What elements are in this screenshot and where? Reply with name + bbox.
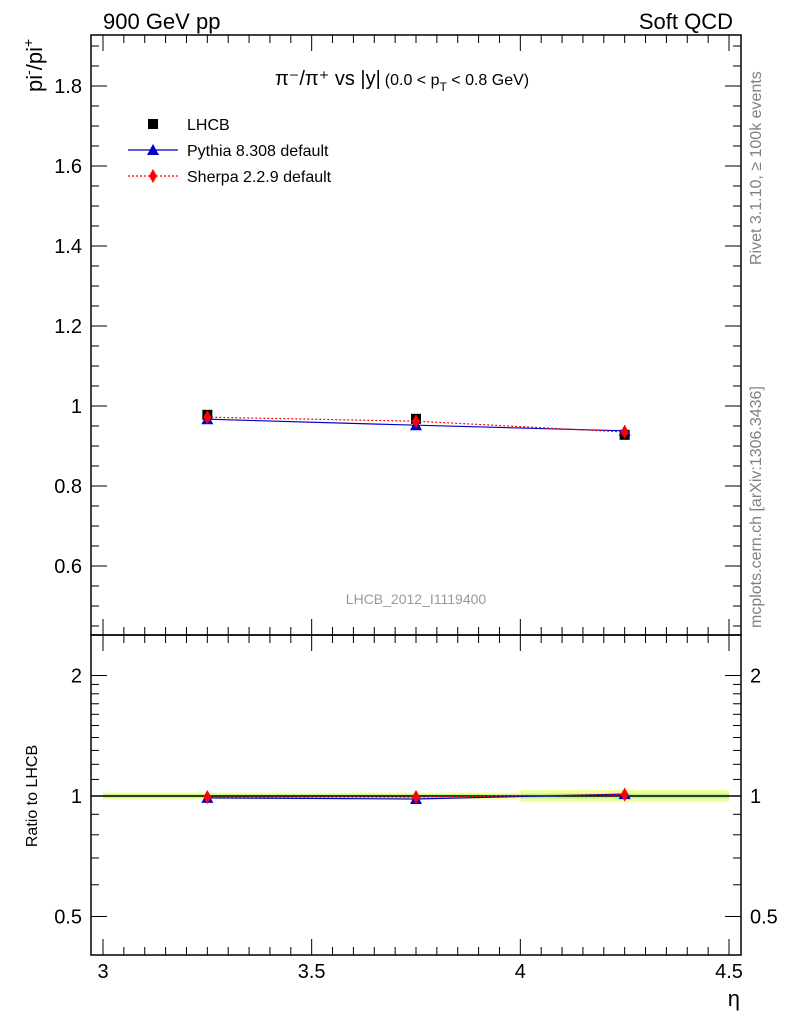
ratio-sherpa-2-2-9-default-point — [412, 790, 420, 805]
ratio-y-tick-label: 1 — [71, 786, 82, 808]
main-chart-title: π⁻/π⁺ vs |y| (0.0 < pT < 0.8 GeV) — [275, 68, 529, 94]
main-y-tick-label: 1.6 — [54, 156, 82, 178]
main-y-axis-label: pi-/pi+ — [20, 39, 47, 92]
x-tick-label: 4 — [515, 961, 526, 983]
ratio-y-axis-label: Ratio to LHCB — [24, 745, 41, 847]
main-y-tick-label: 0.6 — [54, 556, 82, 578]
ratio-sherpa-2-2-9-default-point — [203, 790, 212, 805]
ratio-y-tick-label: 2 — [71, 666, 82, 688]
x-tick-label: 3 — [97, 961, 108, 983]
ratio-y-tick-label: 0.5 — [54, 907, 82, 929]
legend-sherpa-2-2-9-default-label: Sherpa 2.2.9 default — [187, 169, 332, 186]
ratio-y-tick-label-right: 0.5 — [750, 907, 778, 929]
legend-sherpa-2-2-9-default-marker — [149, 169, 157, 183]
x-tick-label: 4.5 — [715, 961, 743, 983]
main-y-tick-label: 0.8 — [54, 476, 82, 498]
legend-lhcb-label: LHCB — [187, 117, 230, 134]
ratio-y-tick-label-right: 2 — [750, 666, 761, 688]
legend-lhcb-marker — [148, 119, 158, 129]
x-tick-label: 3.5 — [298, 961, 326, 983]
legend-pythia-8-308-default-marker — [147, 144, 159, 155]
energy-label: 900 GeV pp — [103, 9, 220, 34]
main-y-tick-label: 1.4 — [54, 236, 82, 258]
main-sherpa-2-2-9-default-point — [620, 425, 629, 439]
main-sherpa-2-2-9-default-point — [412, 414, 420, 429]
rivet-label: Rivet 3.1.10, ≥ 100k events — [748, 71, 765, 265]
main-data-marks — [201, 409, 631, 440]
x-axis-label: η — [728, 986, 740, 1011]
ratio-data-marks — [201, 787, 631, 805]
legend: LHCB Pythia 8.308 default Sherpa 2.2.9 def… — [128, 117, 332, 186]
main-y-tick-label: 1.2 — [54, 316, 82, 338]
main-sherpa-2-2-9-default-point — [203, 410, 212, 425]
ratio-axes: 3 3.5 4 4.5 0.5 0.5 1 1 2 2 — [54, 634, 778, 983]
analysis-watermark: LHCB_2012_I1119400 — [346, 591, 487, 607]
mcplots-label: mcplots.cern.ch [arXiv:1306.3436] — [748, 386, 765, 628]
ratio-y-tick-label-right: 1 — [750, 786, 761, 808]
main-y-tick-label: 1 — [71, 396, 82, 418]
legend-pythia-8-308-default-label: Pythia 8.308 default — [187, 143, 329, 160]
main-y-tick-label: 1.8 — [54, 76, 82, 98]
ratio-sherpa-2-2-9-default-point — [620, 787, 629, 802]
process-label: Soft QCD — [639, 9, 733, 34]
